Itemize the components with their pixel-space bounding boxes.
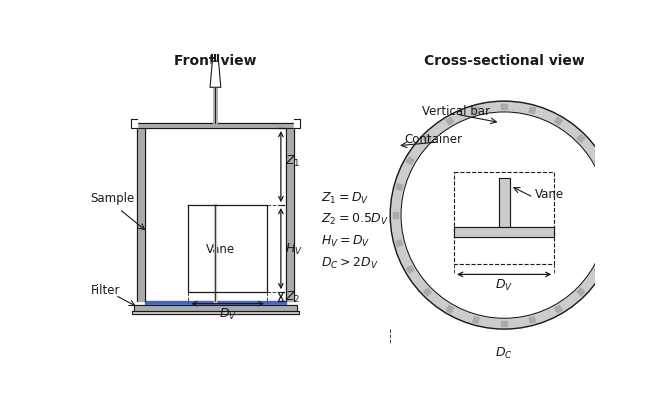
Bar [473,317,479,324]
Circle shape [401,113,607,318]
Text: $Z_1 = D_V$: $Z_1 = D_V$ [321,190,369,205]
Bar [577,135,585,143]
Text: $Z_1$: $Z_1$ [284,154,300,168]
Bar [406,266,414,273]
Bar [424,288,431,296]
Bar [501,321,507,326]
Text: $Z_2$: $Z_2$ [284,290,300,304]
Text: $H_V = D_V$: $H_V = D_V$ [321,233,370,249]
Text: $H_V$: $H_V$ [284,241,302,257]
Bar [529,107,536,114]
Text: $D_V$: $D_V$ [495,277,513,292]
Bar [555,118,562,126]
Text: Vane: Vane [206,243,235,255]
Bar [424,135,431,143]
Text: Container: Container [404,132,462,145]
Polygon shape [210,62,221,88]
Text: Vane: Vane [535,188,564,200]
Bar [446,118,453,126]
Bar [473,107,479,114]
Bar [595,158,602,165]
Bar [595,266,602,273]
Text: $Z_2 = 0.5D_V$: $Z_2 = 0.5D_V$ [321,212,389,227]
Bar [393,213,398,218]
Bar [396,240,402,247]
Bar [396,184,402,191]
Text: Vertical bar: Vertical bar [422,105,490,117]
Text: $D_C > 2D_V$: $D_C > 2D_V$ [321,255,379,270]
Bar [606,240,613,247]
Text: Front view: Front view [174,54,257,68]
Text: Sample: Sample [91,191,135,205]
Circle shape [391,102,618,329]
Bar [606,184,613,191]
Text: $D_V$: $D_V$ [219,306,237,322]
Text: Cross-sectional view: Cross-sectional view [424,54,585,68]
Bar [610,213,615,218]
Bar [529,317,536,324]
Text: Filter: Filter [91,284,120,297]
Text: $D_C$: $D_C$ [495,346,513,360]
Bar [446,306,453,313]
Bar [555,306,562,313]
Bar [406,158,414,165]
Bar [501,105,507,110]
Bar [577,288,585,296]
